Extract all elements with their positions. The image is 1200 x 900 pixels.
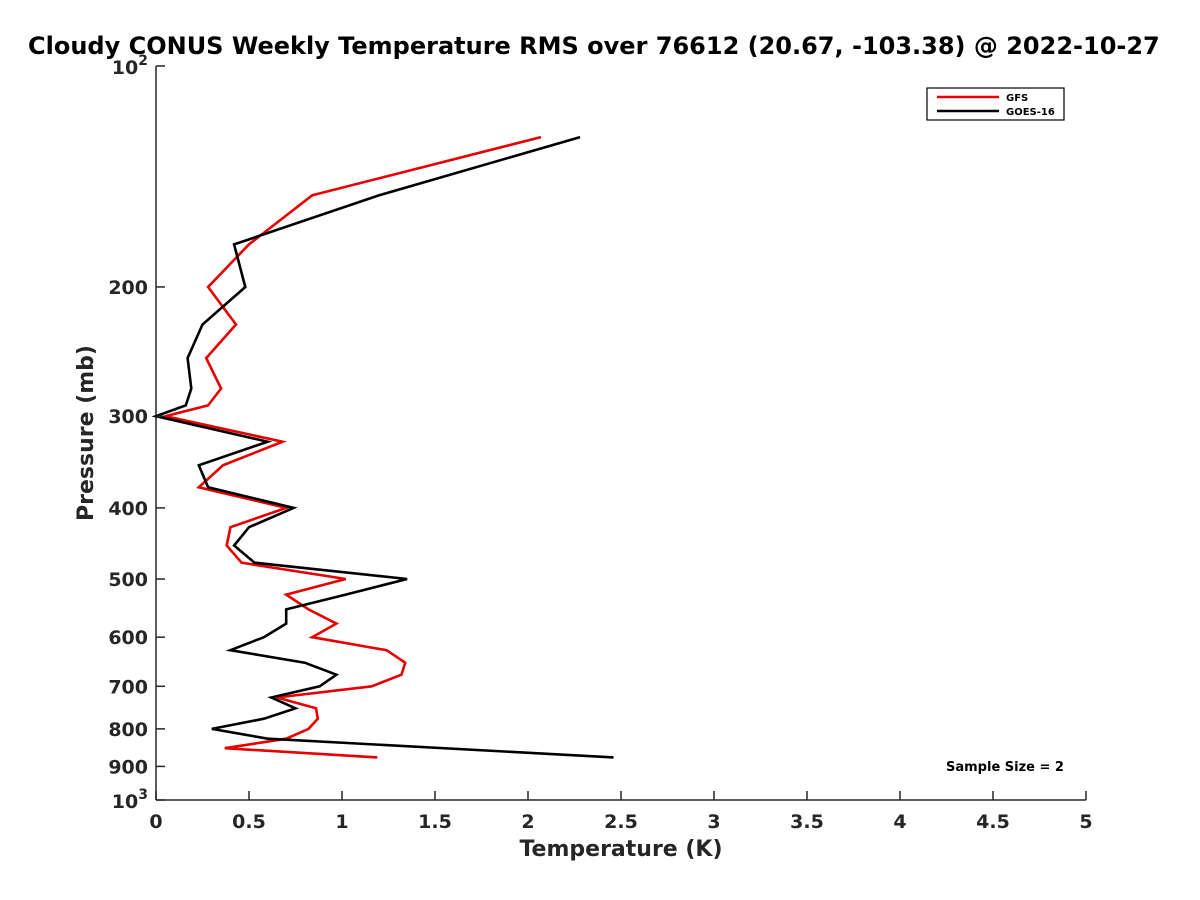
y-tick-label: 800 xyxy=(108,719,148,741)
y-tick-label: 600 xyxy=(108,627,148,649)
x-tick-label: 2 xyxy=(521,811,534,833)
y-tick-label: 400 xyxy=(108,498,148,520)
x-tick-label: 0.5 xyxy=(232,811,266,833)
series-line-gfs xyxy=(164,135,542,759)
y-axis-label: Pressure (mb) xyxy=(74,345,99,521)
y-tick-label-exponent: 3 xyxy=(138,787,148,803)
x-tick-label: 3 xyxy=(707,811,720,833)
legend-box xyxy=(926,87,1065,121)
legend: GFS GOES-16 xyxy=(926,87,1065,121)
y-tick-label: 500 xyxy=(108,569,148,591)
x-tick-label: 0 xyxy=(149,811,162,833)
y-tick-label-base: 10 xyxy=(112,57,138,79)
legend-label-gfs: GFS xyxy=(1006,93,1028,104)
sample-size-annotation: Sample Size = 2 xyxy=(946,760,1064,775)
x-tick-label: 2.5 xyxy=(604,811,638,833)
y-tick-label: 103 xyxy=(112,787,148,813)
y-tick-label-exponent: 2 xyxy=(138,53,148,69)
legend-label-goes16: GOES-16 xyxy=(1006,107,1055,118)
y-tick-label: 700 xyxy=(108,676,148,698)
series-layer xyxy=(151,135,614,759)
x-tick-label: 1 xyxy=(335,811,348,833)
y-tick-label: 900 xyxy=(108,756,148,778)
x-axis-label: Temperature (K) xyxy=(519,837,722,862)
x-tick-label: 3.5 xyxy=(790,811,824,833)
series-line-goes-16 xyxy=(151,135,614,759)
plot-area xyxy=(155,66,1086,801)
x-tick-label: 4 xyxy=(893,811,906,833)
x-tick-label: 1.5 xyxy=(418,811,452,833)
x-ticks: 0 0.5 1 1.5 2 2.5 3 3.5 4 4.5 5 xyxy=(149,791,1093,833)
y-tick-label: 300 xyxy=(108,406,148,428)
x-tick-label: 5 xyxy=(1079,811,1092,833)
y-tick-label: 200 xyxy=(108,277,148,299)
x-tick-label: 4.5 xyxy=(976,811,1010,833)
y-tick-label-base: 10 xyxy=(112,791,138,813)
chart-title: Cloudy CONUS Weekly Temperature RMS over… xyxy=(28,32,1160,60)
y-tick-label: 102 xyxy=(112,53,148,79)
